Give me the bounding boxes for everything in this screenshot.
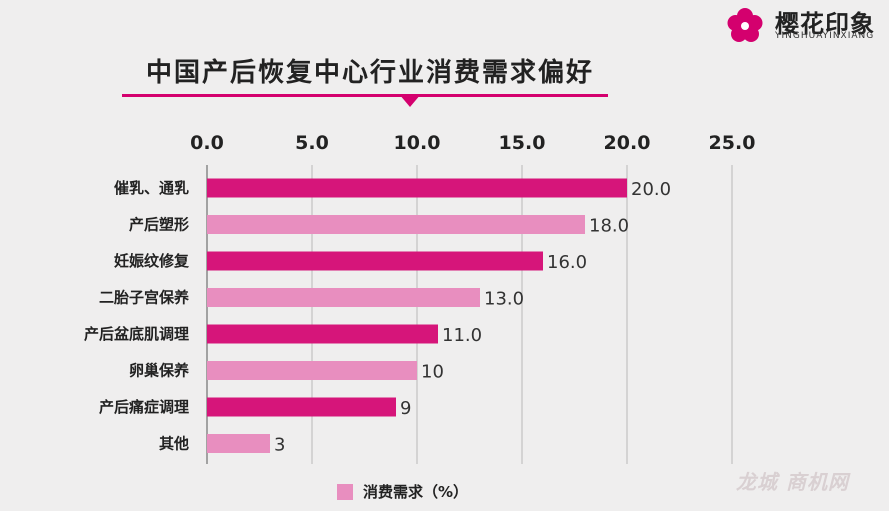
bar xyxy=(207,434,270,453)
x-tick-label: 0.0 xyxy=(190,132,224,154)
logo-text: 樱花印象 xyxy=(775,10,875,38)
x-tick-label: 5.0 xyxy=(295,132,329,154)
x-tick-label: 15.0 xyxy=(499,132,546,154)
chart-title: 中国产后恢复中心行业消费需求偏好 xyxy=(146,58,595,88)
value-label: 10 xyxy=(421,362,444,383)
bar xyxy=(207,361,417,380)
value-label: 9 xyxy=(400,398,411,419)
category-label: 产后塑形 xyxy=(129,216,189,234)
x-tick-label: 10.0 xyxy=(394,132,441,154)
bar xyxy=(207,397,396,417)
value-label: 18.0 xyxy=(589,216,629,237)
logo-subtitle: YINGHUAYINXIANG xyxy=(775,31,875,41)
value-label: 13.0 xyxy=(484,289,524,310)
category-label: 妊娠纹修复 xyxy=(114,252,190,270)
logo-icon xyxy=(727,8,763,42)
legend-swatch xyxy=(337,483,353,500)
value-label: 3 xyxy=(274,435,285,456)
category-label: 产后痛症调理 xyxy=(99,398,189,416)
category-label: 产后盆底肌调理 xyxy=(84,325,189,343)
title-pointer-icon xyxy=(399,94,421,107)
title-underline xyxy=(122,94,608,97)
legend-label: 消费需求（%） xyxy=(363,483,469,501)
x-tick-label: 20.0 xyxy=(604,132,651,154)
value-label: 20.0 xyxy=(631,179,671,200)
bar xyxy=(207,251,543,271)
category-label: 卵巢保养 xyxy=(129,362,190,380)
bar xyxy=(207,324,438,344)
bar xyxy=(207,178,627,198)
bar xyxy=(207,215,585,234)
x-tick-label: 25.0 xyxy=(709,132,756,154)
category-label: 催乳、通乳 xyxy=(114,179,189,197)
bar xyxy=(207,288,480,307)
legend: 消费需求（%） xyxy=(337,481,468,502)
category-label: 其他 xyxy=(159,435,189,453)
category-label: 二胎子宫保养 xyxy=(99,289,190,307)
value-label: 11.0 xyxy=(442,325,482,346)
value-label: 16.0 xyxy=(547,252,587,273)
watermark-text: 龙城 商机网 xyxy=(736,470,849,494)
